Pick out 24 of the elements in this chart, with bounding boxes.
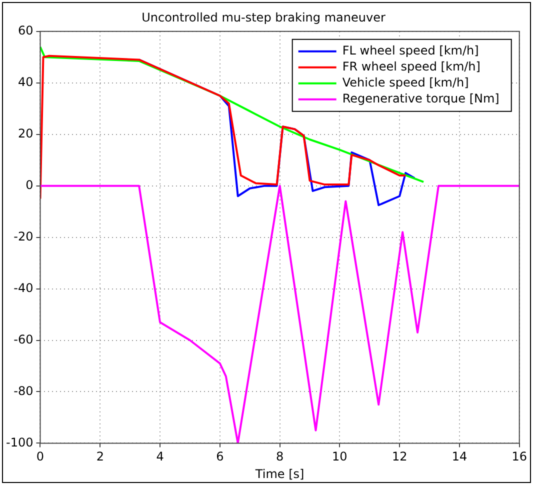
legend-label: Vehicle speed [km/h]: [342, 76, 469, 90]
x-tick-label: 14: [452, 450, 468, 464]
x-tick-label: 10: [332, 450, 348, 464]
chart-title: Uncontrolled mu-step braking maneuver: [142, 10, 386, 24]
y-tick-label: -60: [14, 332, 34, 346]
y-tick-label: -20: [14, 229, 34, 244]
x-tick-label: 2: [96, 450, 104, 464]
y-tick-label: 40: [18, 75, 34, 89]
y-tick-label: -80: [14, 384, 34, 398]
x-tick-label: 0: [36, 450, 44, 464]
legend-label: FR wheel speed [km/h]: [342, 60, 480, 74]
y-tick-label: 60: [18, 24, 34, 38]
x-tick-label: 8: [276, 450, 284, 464]
y-tick-label: -100: [6, 435, 34, 450]
legend-label: FL wheel speed [km/h]: [342, 44, 479, 58]
y-tick-label: 0: [26, 178, 34, 192]
x-tick-label: 6: [216, 450, 224, 464]
x-tick-label: 12: [392, 450, 408, 464]
x-tick-label: 4: [156, 450, 164, 464]
legend-label: Regenerative torque [Nm]: [342, 92, 500, 106]
y-tick-label: 20: [18, 126, 34, 140]
y-tick-label: -40: [14, 280, 34, 295]
x-tick-label: 16: [512, 450, 528, 464]
x-axis-title: Time [s]: [254, 466, 304, 481]
